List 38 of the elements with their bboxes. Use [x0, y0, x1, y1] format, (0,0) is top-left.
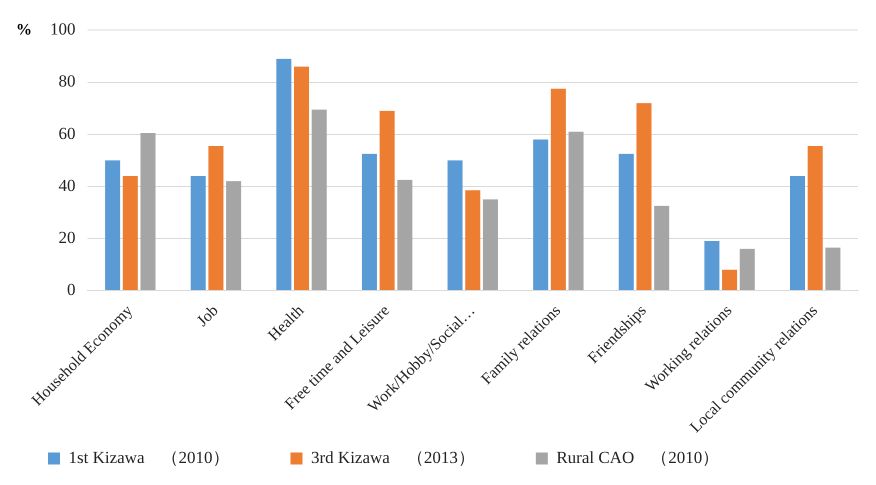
bar: [533, 140, 548, 290]
bar: [448, 160, 463, 290]
bar: [790, 176, 806, 290]
bar: [740, 248, 755, 290]
bar: [105, 160, 120, 290]
bar: [482, 199, 498, 290]
legend-label: Rural CAO （2010）: [556, 448, 770, 467]
bar: [397, 180, 412, 290]
bar: [568, 132, 584, 290]
bar: [362, 154, 377, 290]
y-tick-label: 60: [58, 124, 76, 143]
bar: [808, 146, 823, 290]
bar: [294, 66, 310, 290]
bar: [380, 110, 395, 290]
bar: [312, 110, 327, 290]
bar: [654, 206, 670, 290]
bar: [226, 181, 242, 290]
legend-label: 1st Kizawa （2010）: [68, 448, 281, 467]
bar: [618, 154, 634, 290]
bar: [636, 103, 652, 290]
legend-label: 3rd Kizawa （2013）: [311, 448, 526, 467]
bar: [122, 176, 138, 290]
y-tick-label: 100: [50, 20, 76, 39]
bar: [704, 241, 720, 290]
y-tick-label: 80: [58, 72, 76, 91]
bar: [722, 270, 738, 290]
bar: [190, 176, 206, 290]
y-tick-label: 40: [58, 176, 76, 195]
bar: [208, 146, 224, 290]
x-tick-label: Job: [194, 302, 222, 330]
y-tick-label: 0: [67, 280, 76, 299]
bar: [465, 190, 480, 290]
y-tick-label: 20: [58, 228, 76, 247]
y-axis-title: %: [16, 21, 32, 38]
bar: [550, 88, 566, 290]
bar: [276, 58, 292, 290]
bar: [140, 133, 156, 290]
bar: [825, 248, 840, 290]
